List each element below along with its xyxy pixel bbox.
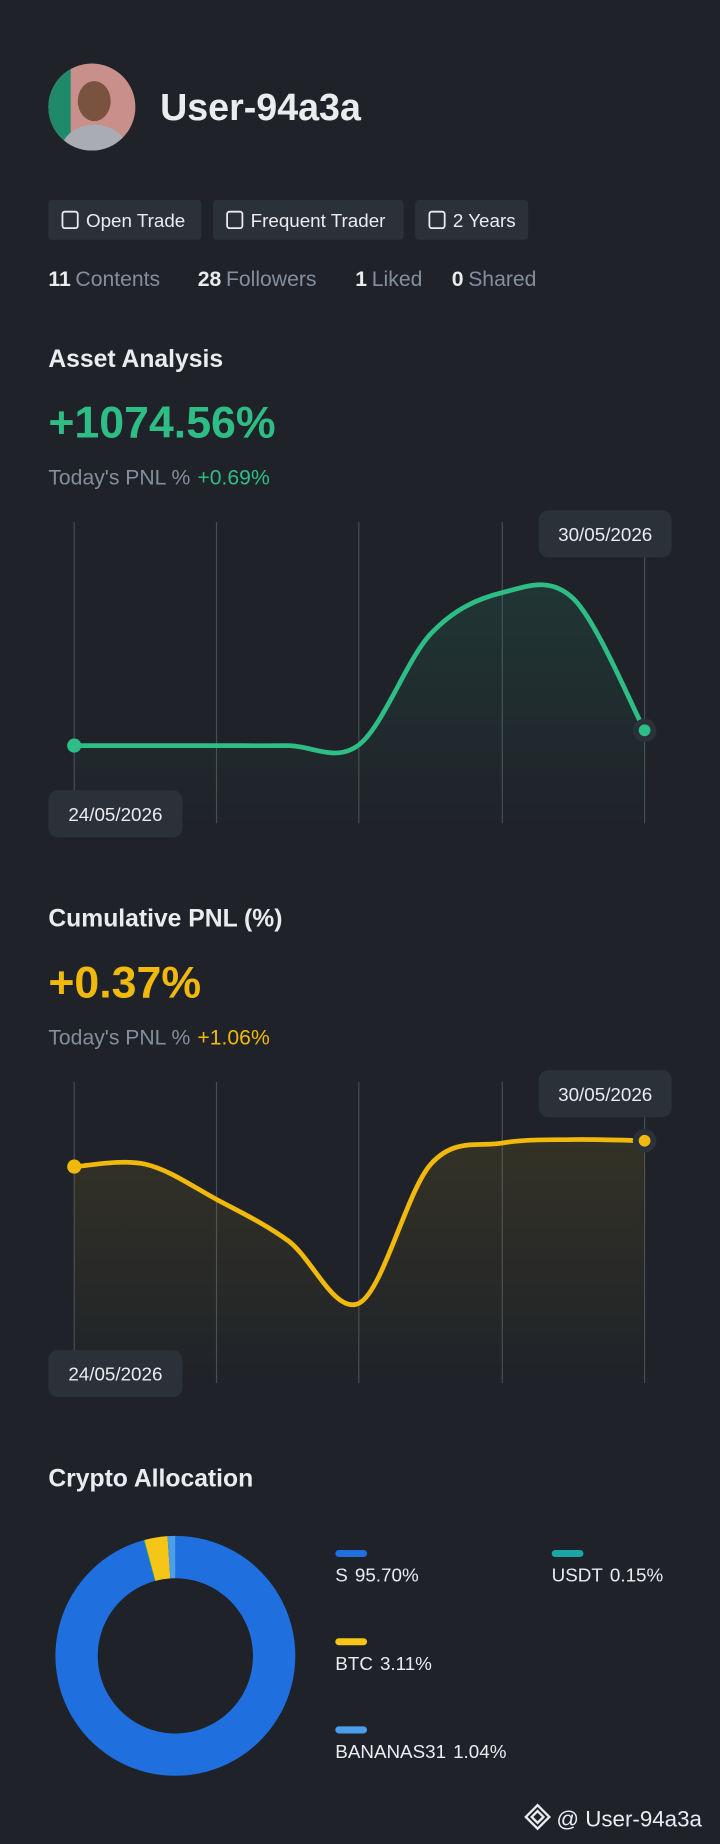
start-point — [67, 1159, 82, 1174]
tag-label: 2 Years — [453, 210, 516, 231]
today-label: Today's PNL % — [48, 1026, 190, 1049]
stat: 28 Followers — [198, 268, 317, 291]
avatar — [48, 63, 136, 151]
stat-count: 11 — [48, 268, 71, 291]
username: User-94a3a — [160, 86, 362, 128]
section-title: Cumulative PNL (%) — [48, 906, 282, 933]
legend-value: 3.11% — [380, 1653, 432, 1674]
stat-count: 28 — [198, 268, 222, 291]
end-point — [638, 724, 651, 737]
tag-icon — [428, 210, 446, 230]
section-title: Asset Analysis — [48, 346, 223, 373]
end-label: 30/05/2026 — [558, 524, 652, 545]
legend-entry: BTC 3.11% — [335, 1653, 432, 1674]
end-point — [638, 1134, 651, 1147]
section-title: Crypto Allocation — [48, 1465, 253, 1492]
donut-slice — [55, 1535, 296, 1776]
stat-count: 1 — [355, 268, 367, 291]
line — [71, 582, 647, 756]
legend-label: BTC — [335, 1653, 373, 1674]
stat-label: Shared — [468, 268, 536, 291]
donut-slice — [144, 1536, 171, 1581]
tag-label: Frequent Trader — [251, 210, 386, 231]
today-value: +1.06% — [197, 1026, 270, 1049]
start-label-box — [48, 790, 183, 838]
today-label: Today's PNL % — [48, 467, 190, 490]
watermark-text: @ User-94a3a — [556, 1806, 702, 1831]
legend-value: 95.70% — [355, 1565, 419, 1586]
end-label-box — [538, 510, 672, 558]
tag-label: Open Trade — [86, 210, 185, 231]
donut-slice — [143, 1539, 156, 1582]
start-label-box — [48, 1350, 183, 1398]
legend-entry: BANANAS31 1.04% — [335, 1741, 506, 1762]
headline-value: +0.37% — [48, 958, 201, 1007]
stat-label: Contents — [75, 268, 160, 291]
stat: 11 Contents — [48, 268, 160, 291]
legend-value: 1.04% — [453, 1741, 507, 1762]
end-label-box — [538, 1070, 672, 1118]
donut-slice — [167, 1535, 176, 1579]
stat: 1 Liked — [355, 268, 422, 291]
line-area — [74, 584, 645, 824]
legend-entry: USDT 0.15% — [552, 1565, 664, 1586]
legend-label: USDT — [552, 1565, 604, 1586]
stat-label: Liked — [372, 268, 423, 291]
tag-box — [48, 199, 202, 240]
start-label: 24/05/2026 — [68, 804, 162, 825]
legend-label: BANANAS31 — [335, 1741, 446, 1762]
legend-value: 0.15% — [610, 1565, 664, 1586]
tag-box — [212, 199, 404, 240]
today-value: +0.69% — [197, 467, 270, 490]
legend-swatch — [335, 1726, 368, 1734]
today-pnl: Today's PNL % +0.69% — [48, 467, 270, 490]
tag-icon — [226, 210, 244, 230]
legend-swatch — [551, 1549, 584, 1558]
tag-box — [415, 199, 529, 240]
end-label: 30/05/2026 — [558, 1084, 652, 1105]
start-label: 24/05/2026 — [68, 1364, 162, 1385]
legend-swatch — [335, 1638, 368, 1646]
legend-label: S — [335, 1565, 348, 1586]
stat-label: Followers — [226, 268, 317, 291]
start-point — [67, 738, 82, 753]
line — [71, 1137, 647, 1308]
stat: 0 Shared — [452, 268, 537, 291]
headline-value: +1074.56% — [48, 398, 275, 447]
tag-icon — [61, 210, 79, 230]
stat-count: 0 — [452, 268, 464, 291]
watermark: @ User-94a3a — [524, 1803, 703, 1831]
legend-swatch — [335, 1549, 368, 1558]
today-pnl: Today's PNL % +1.06% — [48, 1026, 270, 1049]
legend-entry: S 95.70% — [335, 1565, 419, 1586]
